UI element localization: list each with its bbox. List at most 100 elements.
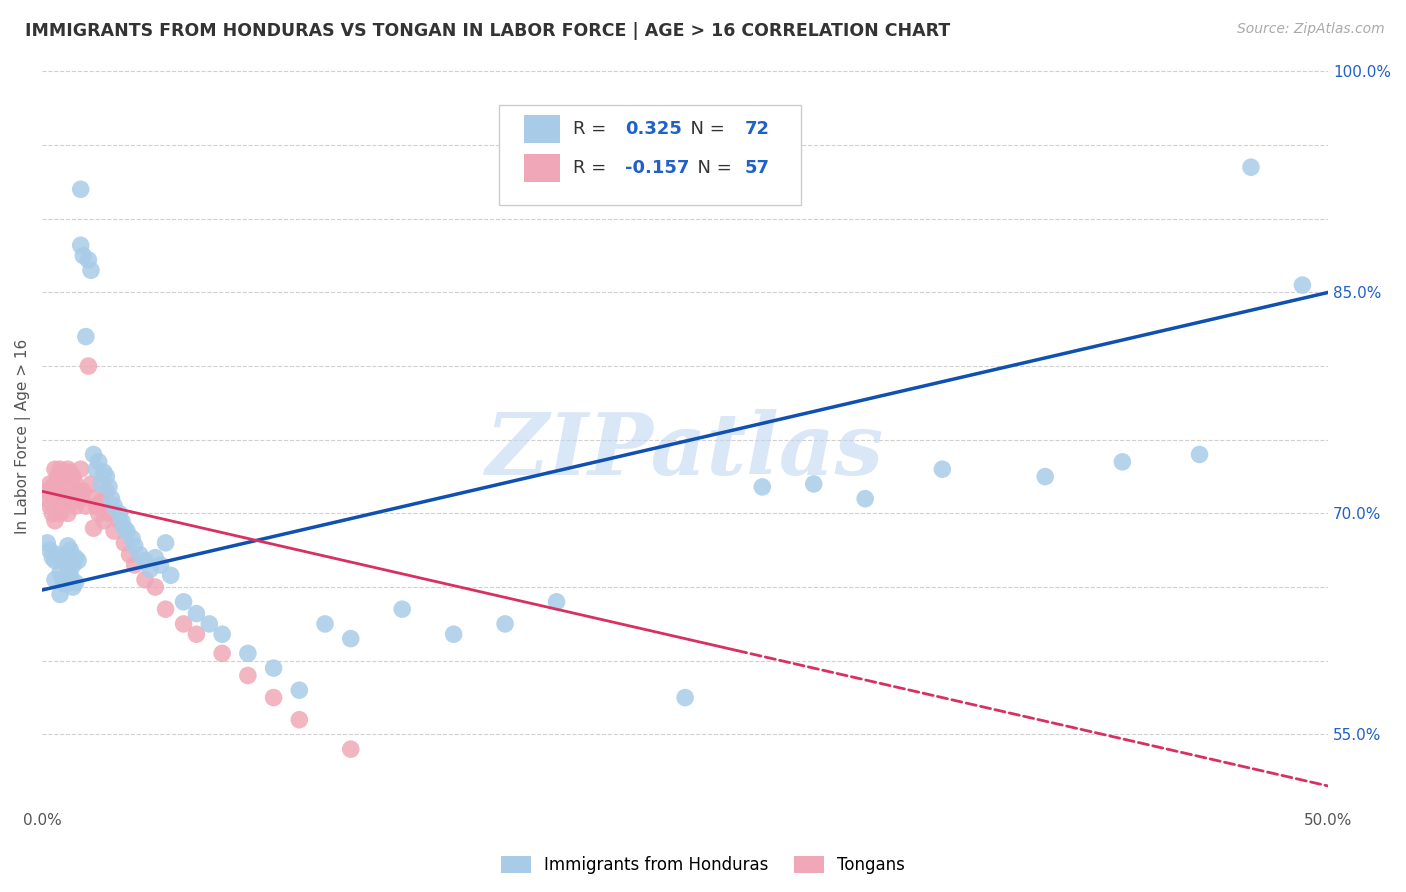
Point [65,550,87,565]
Point [46,469,69,483]
Point [65,575,87,590]
Point [115,524,138,538]
Point [52,465,75,479]
Point [143,580,166,594]
Point [931,462,953,476]
Point [56,462,79,476]
Point [62,558,84,572]
Point [90,494,112,508]
Legend: Immigrants from Honduras, Tongans: Immigrants from Honduras, Tongans [496,851,910,880]
Point [155,602,177,616]
Point [44,480,66,494]
Text: Source: ZipAtlas.com: Source: ZipAtlas.com [1237,22,1385,37]
Point [37,484,59,499]
Point [62,494,84,508]
Point [108,507,131,521]
Point [96,484,118,499]
Point [124,539,146,553]
Point [77,359,100,373]
Point [34,491,56,506]
Point [67,553,90,567]
Point [65,477,87,491]
Point [751,480,773,494]
Point [803,477,825,491]
Point [93,514,115,528]
Point [263,661,285,675]
Point [198,616,221,631]
Text: 57: 57 [744,160,769,178]
Point [80,477,103,491]
Text: R =: R = [574,160,612,178]
Point [112,521,135,535]
Point [38,543,60,558]
Point [314,616,336,631]
Point [443,627,465,641]
Point [49,566,72,580]
Point [93,465,115,479]
Point [59,491,82,506]
Point [72,249,94,263]
Point [44,462,66,476]
Point [391,602,413,616]
Point [173,595,195,609]
Point [118,548,141,562]
Point [87,455,110,469]
Point [69,462,91,476]
Point [186,627,208,641]
Point [103,524,125,538]
Point [67,484,90,499]
Text: 0.325: 0.325 [624,120,682,137]
Point [41,507,63,521]
Point [112,536,135,550]
Point [83,521,105,535]
Point [339,632,361,646]
Point [155,536,177,550]
Point [143,550,166,565]
Point [80,263,103,277]
Point [52,550,75,565]
Point [853,491,876,506]
Point [75,329,97,343]
Point [236,646,259,660]
Point [111,514,134,528]
Point [37,536,59,550]
Point [1240,160,1263,174]
Point [56,480,79,494]
Point [263,690,285,705]
Point [173,616,195,631]
Point [49,507,72,521]
Point [211,646,233,660]
Point [673,690,696,705]
Point [62,469,84,483]
Point [69,491,91,506]
FancyBboxPatch shape [499,105,801,205]
Point [128,548,150,562]
Point [59,543,82,558]
Point [1291,278,1313,293]
Text: -0.157: -0.157 [624,160,689,178]
Point [62,580,84,594]
Point [41,550,63,565]
Point [494,616,516,631]
Point [90,477,112,491]
Text: 72: 72 [744,120,769,137]
Point [53,577,76,591]
Point [77,252,100,267]
Point [49,587,72,601]
Point [44,573,66,587]
FancyBboxPatch shape [524,154,561,182]
Point [1188,448,1211,462]
Point [236,668,259,682]
Point [288,683,311,698]
Point [121,532,143,546]
Point [44,553,66,567]
FancyBboxPatch shape [524,115,561,143]
Text: N =: N = [686,160,738,178]
Point [84,462,107,476]
Point [103,499,125,513]
Point [186,607,208,621]
Point [100,491,122,506]
Point [41,480,63,494]
Point [108,514,131,528]
Point [211,627,233,641]
